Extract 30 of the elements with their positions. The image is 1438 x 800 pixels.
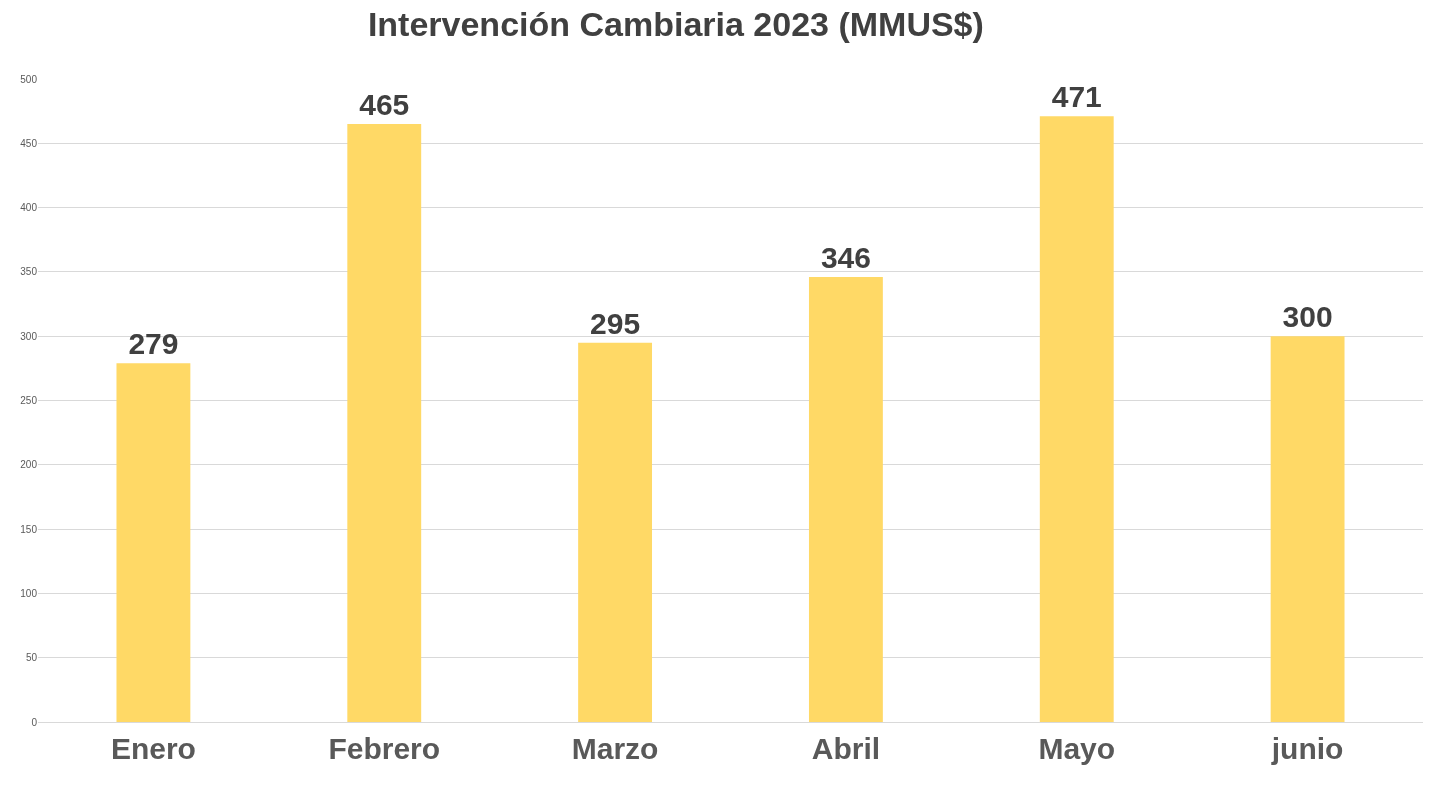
data-label: 465 xyxy=(359,88,410,122)
data-label: 471 xyxy=(1051,80,1102,114)
data-label: 295 xyxy=(590,306,641,340)
y-tick-label: 450 xyxy=(20,137,38,149)
y-tick-label: 400 xyxy=(20,202,38,214)
data-label: 279 xyxy=(128,327,179,361)
y-tick-label: 200 xyxy=(20,459,38,471)
y-tick-label: 100 xyxy=(20,587,38,599)
y-tick-label: 300 xyxy=(20,330,38,342)
y-tick-label: 350 xyxy=(20,266,38,278)
x-tick-label: Marzo xyxy=(571,732,659,765)
x-tick-label: Enero xyxy=(110,732,196,765)
bar xyxy=(808,277,883,722)
y-tick-label: 500 xyxy=(20,73,38,85)
data-label: 300 xyxy=(1282,300,1333,334)
y-tick-label: 0 xyxy=(31,716,38,728)
x-tick-label: junio xyxy=(1270,732,1344,765)
bar xyxy=(578,342,653,722)
bar xyxy=(116,363,191,722)
y-tick-label: 50 xyxy=(25,652,38,664)
data-label: 346 xyxy=(820,241,871,275)
x-tick-label: Febrero xyxy=(328,732,441,765)
x-tick-label: Abril xyxy=(811,732,881,765)
x-tick-label: Mayo xyxy=(1038,732,1116,765)
y-tick-label: 150 xyxy=(20,523,38,535)
bar xyxy=(347,124,422,722)
y-tick-label: 250 xyxy=(20,395,38,406)
chart-title: Intervención Cambiaria 2023 (MMUS$) xyxy=(367,4,984,43)
bar xyxy=(1039,116,1114,722)
bar xyxy=(1270,336,1345,722)
